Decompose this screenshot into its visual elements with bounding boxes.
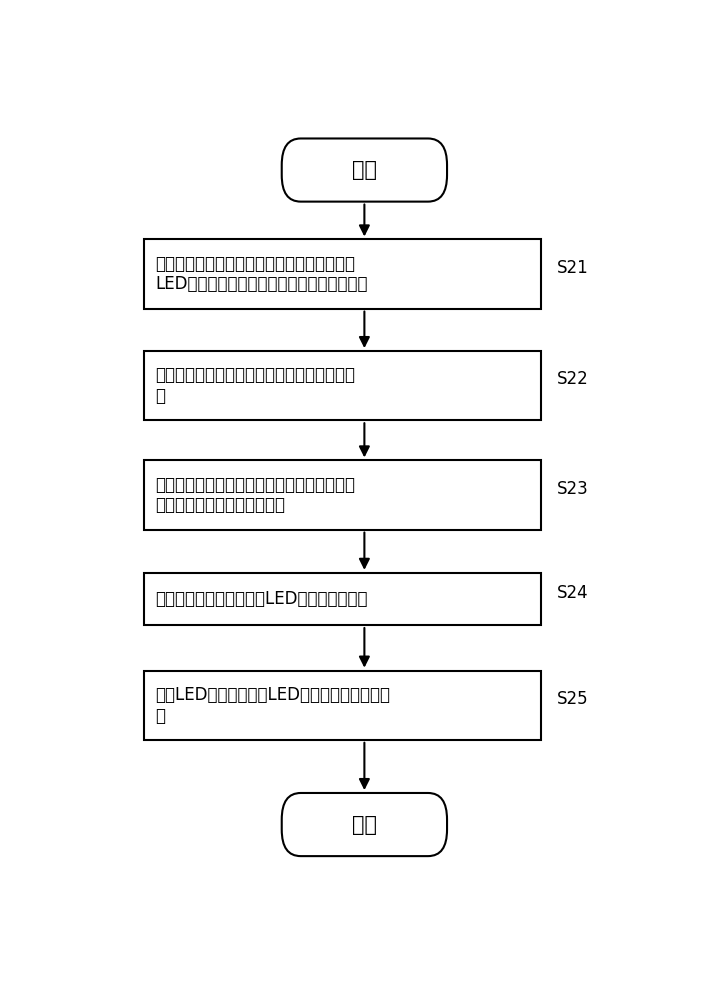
Bar xyxy=(144,573,541,625)
Text: 转换当前状态数据为匹配LED灯阵的点阵图形: 转换当前状态数据为匹配LED灯阵的点阵图形 xyxy=(155,590,368,608)
Bar xyxy=(144,351,541,420)
Text: 结束: 结束 xyxy=(352,815,377,835)
FancyBboxPatch shape xyxy=(282,793,447,856)
FancyBboxPatch shape xyxy=(282,138,447,202)
Text: 若是，查找控制指令对应的预设的显示信息，
以显示信息作为当前状态数据: 若是，查找控制指令对应的预设的显示信息， 以显示信息作为当前状态数据 xyxy=(155,476,355,514)
Bar xyxy=(144,460,541,530)
Text: 读取用户输入的控制指令，控制指令包括设于
LED灯阵排布区域的触控器件接收的控制指令: 读取用户输入的控制指令，控制指令包括设于 LED灯阵排布区域的触控器件接收的控制… xyxy=(155,255,368,293)
Text: 开始: 开始 xyxy=(352,160,377,180)
Text: S25: S25 xyxy=(557,690,589,708)
Text: S21: S21 xyxy=(557,259,589,277)
Text: S22: S22 xyxy=(557,370,589,388)
Text: 控制LED灯阵中的彩色LED发光单元显示点阵图
形: 控制LED灯阵中的彩色LED发光单元显示点阵图 形 xyxy=(155,686,390,725)
Text: S24: S24 xyxy=(557,584,589,602)
Bar xyxy=(144,671,541,740)
Text: S23: S23 xyxy=(557,480,589,498)
Bar xyxy=(144,239,541,309)
Text: 判断控制指令是否为开启控制呼吸灯的控制指
令: 判断控制指令是否为开启控制呼吸灯的控制指 令 xyxy=(155,366,355,405)
